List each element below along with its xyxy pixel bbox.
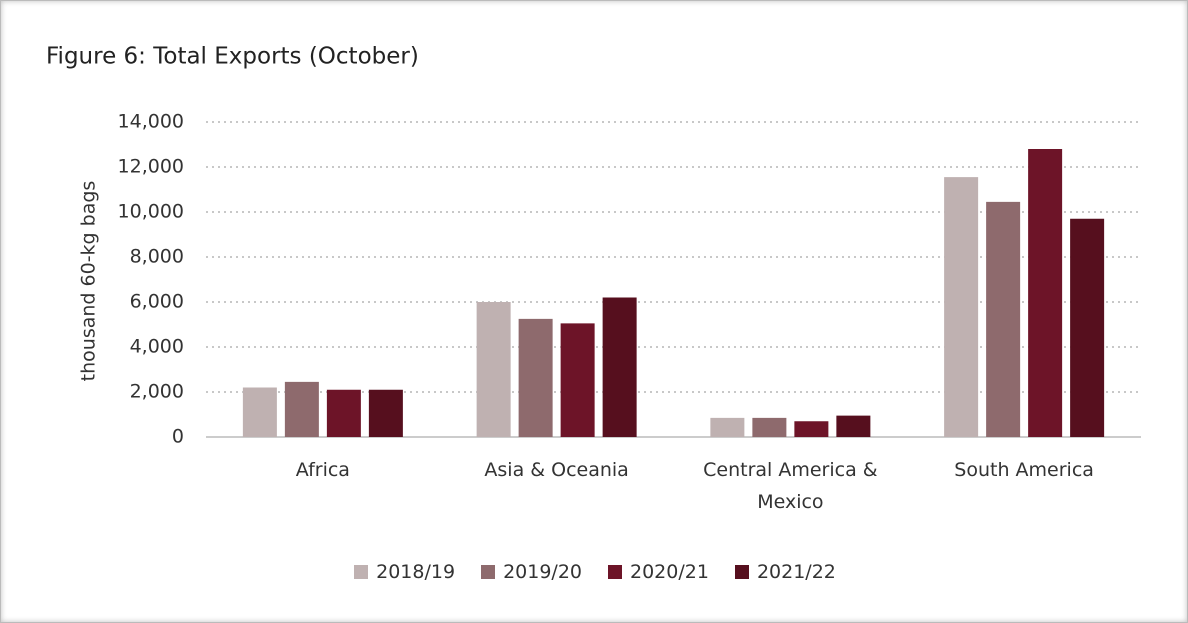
bar	[1028, 149, 1063, 437]
bar	[794, 421, 829, 437]
legend-label: 2020/21	[630, 561, 709, 583]
bar	[710, 417, 745, 437]
legend-swatch	[734, 565, 749, 579]
legend-swatch	[608, 565, 622, 579]
y-tick-label: 4,000	[130, 336, 184, 358]
legend-item: 2018/19	[354, 561, 455, 583]
legend-label: 2019/20	[503, 561, 582, 583]
legend-label: 2021/22	[756, 561, 836, 583]
legend-item: 2021/22	[734, 561, 836, 583]
bar	[944, 177, 979, 437]
legend-item: 2020/21	[608, 561, 709, 583]
bar	[986, 201, 1021, 437]
bar	[242, 387, 277, 437]
bar	[560, 323, 595, 437]
bar	[836, 415, 871, 437]
legend: 2018/19 2019/20 2020/21 2021/22	[1, 561, 1187, 583]
y-tick-label: 12,000	[118, 156, 184, 178]
y-tick-label: 2,000	[130, 381, 184, 403]
y-tick-label: 0	[172, 426, 184, 448]
y-tick-label: 10,000	[118, 201, 184, 223]
y-tick-label: 14,000	[118, 111, 184, 133]
bar	[1070, 218, 1105, 437]
y-axis-label: thousand 60-kg bags	[78, 181, 100, 382]
bar	[602, 297, 637, 437]
bar	[752, 417, 787, 437]
legend-item: 2019/20	[481, 561, 582, 583]
x-tick-label: Africa	[295, 459, 350, 481]
legend-swatch	[354, 565, 369, 579]
legend-swatch	[481, 565, 496, 579]
x-tick-label: Central America & Mexico	[703, 459, 878, 513]
x-tick-label: South America	[954, 459, 1094, 481]
bar	[368, 389, 403, 437]
x-tick-label: Asia & Oceania	[484, 459, 629, 481]
bar	[518, 318, 553, 437]
bar	[476, 302, 511, 437]
bar	[326, 389, 361, 437]
chart-title: Figure 6: Total Exports (October)	[46, 44, 419, 70]
y-tick-label: 6,000	[130, 291, 184, 313]
legend-label: 2018/19	[376, 561, 456, 583]
bar	[284, 381, 319, 437]
y-tick-label: 8,000	[130, 246, 184, 268]
